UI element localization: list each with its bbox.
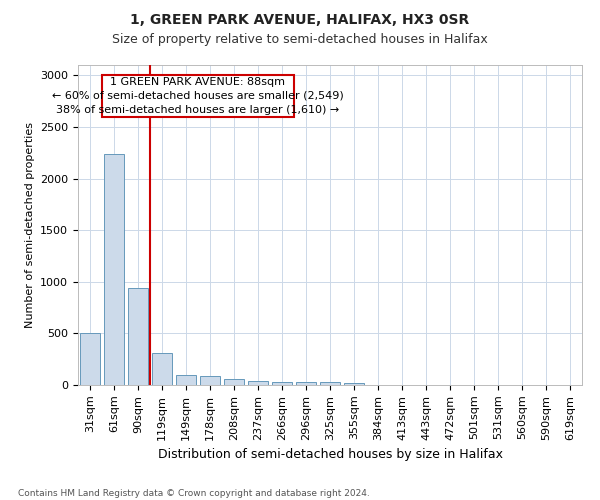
- Bar: [296, 382, 316, 385]
- Text: Contains HM Land Registry data © Crown copyright and database right 2024.: Contains HM Land Registry data © Crown c…: [18, 488, 370, 498]
- Bar: [344, 383, 364, 385]
- Bar: [128, 288, 148, 385]
- Bar: [176, 375, 196, 385]
- Y-axis label: Number of semi-detached properties: Number of semi-detached properties: [25, 122, 35, 328]
- Bar: [248, 381, 268, 385]
- Text: 1 GREEN PARK AVENUE: 88sqm
← 60% of semi-detached houses are smaller (2,549)
38%: 1 GREEN PARK AVENUE: 88sqm ← 60% of semi…: [52, 77, 344, 115]
- Bar: [200, 376, 220, 385]
- Bar: [272, 382, 292, 385]
- Bar: [152, 353, 172, 385]
- X-axis label: Distribution of semi-detached houses by size in Halifax: Distribution of semi-detached houses by …: [157, 448, 503, 461]
- Text: Size of property relative to semi-detached houses in Halifax: Size of property relative to semi-detach…: [112, 32, 488, 46]
- Bar: [320, 382, 340, 385]
- Bar: [224, 380, 244, 385]
- Bar: [104, 154, 124, 385]
- FancyBboxPatch shape: [102, 76, 294, 116]
- Text: 1, GREEN PARK AVENUE, HALIFAX, HX3 0SR: 1, GREEN PARK AVENUE, HALIFAX, HX3 0SR: [130, 12, 470, 26]
- Bar: [80, 334, 100, 385]
